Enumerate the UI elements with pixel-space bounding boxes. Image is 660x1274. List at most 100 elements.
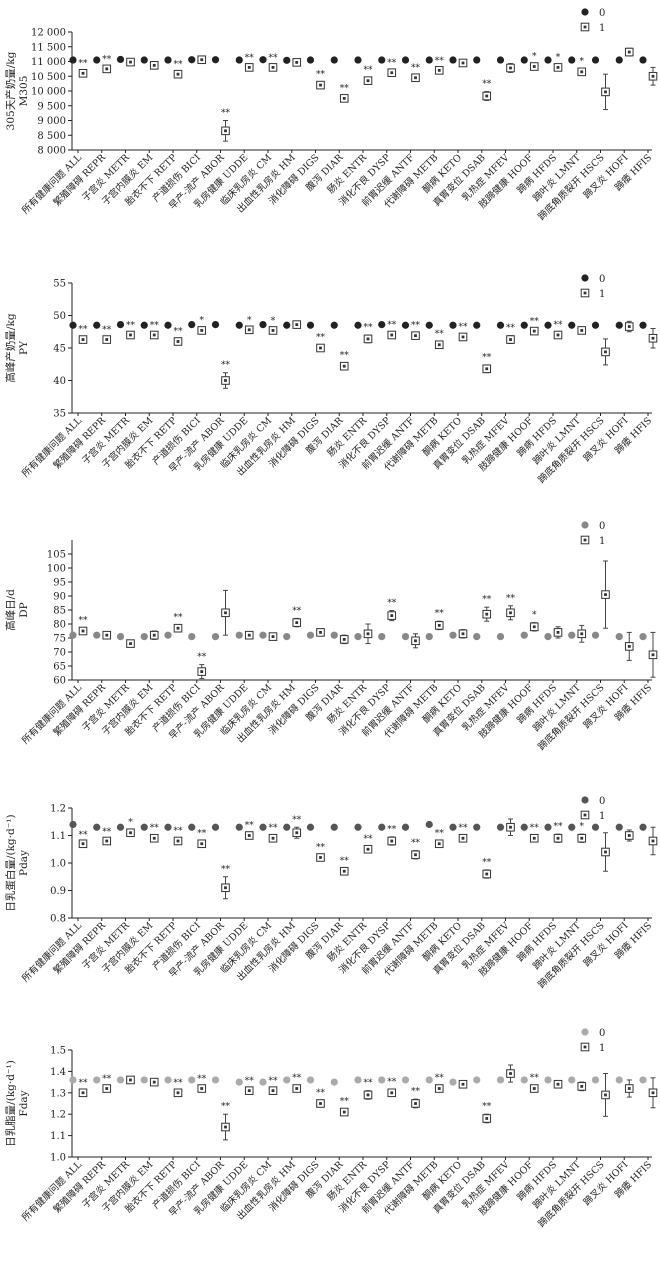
series-0-point (615, 1076, 623, 1084)
significance-label: ** (387, 825, 397, 835)
significance-label: ** (292, 606, 302, 616)
series-0-point (639, 321, 647, 329)
legend-marker-0 (581, 521, 589, 529)
significance-label: ** (554, 320, 564, 330)
y-tick-label: 1.2 (50, 1110, 66, 1121)
series-1-point-center (366, 1093, 370, 1097)
series-0-point (140, 56, 148, 64)
y-tick-label: 95 (53, 578, 66, 589)
series-1-point-center (390, 839, 394, 843)
legend-marker-1-center (583, 25, 587, 29)
series-0-point (235, 321, 243, 329)
series-1-point-center (342, 364, 346, 368)
significance-label: ** (411, 63, 421, 73)
significance-label: ** (387, 599, 397, 609)
series-1-point-center (627, 645, 631, 648)
y-tick-label: 70 (53, 648, 66, 659)
y-tick-label: 45 (53, 344, 66, 355)
series-0-point (496, 1076, 505, 1084)
y-axis-label-abbrev: M305 (18, 76, 30, 107)
series-1-point-center (176, 626, 180, 630)
series-1-point-center (627, 1087, 631, 1090)
series-0-point (544, 56, 552, 64)
series-1-point-center (152, 1080, 156, 1084)
y-tick-label: 10 000 (31, 87, 66, 98)
series-0-point (449, 1078, 457, 1086)
significance-label: ** (387, 1078, 397, 1088)
series-1-point-center (461, 632, 465, 636)
series-0-point (544, 633, 552, 641)
series-0-point (591, 823, 600, 831)
series-0-point (449, 56, 457, 64)
series-0-point (188, 633, 196, 641)
series-1-point-center (366, 632, 370, 636)
series-0-point (164, 1076, 172, 1084)
series-1-point-center (247, 834, 251, 837)
significance-label: ** (435, 829, 445, 839)
significance-label: ** (530, 317, 540, 327)
significance-label: ** (482, 595, 492, 605)
series-1-point-center (271, 836, 275, 840)
significance-label: ** (221, 865, 231, 875)
significance-label: ** (79, 59, 89, 69)
series-1-point-center (580, 836, 584, 840)
significance-label: ** (79, 325, 89, 335)
series-1-point-center (414, 334, 417, 338)
series-1-point-center (295, 831, 299, 835)
y-tick-label: 105 (47, 550, 66, 561)
series-0-point (401, 1076, 410, 1084)
series-1-point-center (295, 60, 299, 64)
significance-label: ** (340, 351, 350, 361)
significance-label: ** (221, 361, 231, 371)
series-1-point-center (485, 94, 489, 98)
legend-marker-1-center (583, 813, 587, 817)
significance-label: ** (459, 322, 469, 332)
series-1-point-center (485, 367, 489, 371)
significance-label: ** (411, 839, 421, 849)
series-0-point (520, 321, 528, 329)
series-1-point-center (414, 853, 417, 857)
legend-label-0: 0 (599, 274, 605, 285)
significance-label: ** (102, 1074, 112, 1084)
significance-label: ** (269, 1077, 279, 1087)
series-0-point (283, 823, 291, 831)
series-0-point (306, 631, 315, 639)
series-0-point (116, 55, 125, 64)
series-0-point (235, 56, 243, 64)
series-1-point-center (414, 639, 417, 643)
series-1-point-center (532, 329, 536, 333)
y-tick-label: 12 000 (31, 28, 66, 39)
series-1-point-center (224, 611, 227, 615)
series-1-point-center (461, 61, 465, 65)
series-0-point (639, 633, 647, 641)
series-0-point (425, 1076, 433, 1084)
series-1-point-center (224, 129, 227, 133)
significance-label: ** (482, 858, 492, 868)
series-0-point (449, 631, 457, 639)
series-0-point (473, 823, 481, 831)
series-0-point (330, 56, 338, 64)
significance-label: ** (245, 53, 255, 63)
legend-label-1: 1 (599, 1043, 605, 1054)
significance-label: ** (364, 66, 374, 76)
series-0-point (69, 1076, 77, 1084)
series-0-point (235, 1078, 243, 1086)
series-0-point (164, 823, 172, 831)
series-1-point-center (556, 836, 560, 840)
series-0-point (140, 321, 148, 329)
y-tick-label: 55 (53, 279, 66, 290)
significance-label: * (532, 52, 537, 62)
series-0-point (235, 631, 243, 639)
legend-marker-0 (581, 274, 589, 282)
series-0-point (496, 56, 505, 64)
series-0-point (354, 823, 362, 831)
series-0-point (116, 823, 125, 831)
series-1-point-center (461, 335, 465, 339)
series-1-point-center (247, 633, 251, 637)
legend-label-0: 0 (599, 8, 605, 19)
series-1-point-center (319, 346, 322, 350)
significance-label: ** (197, 1074, 207, 1084)
series-0-point (639, 1076, 647, 1084)
